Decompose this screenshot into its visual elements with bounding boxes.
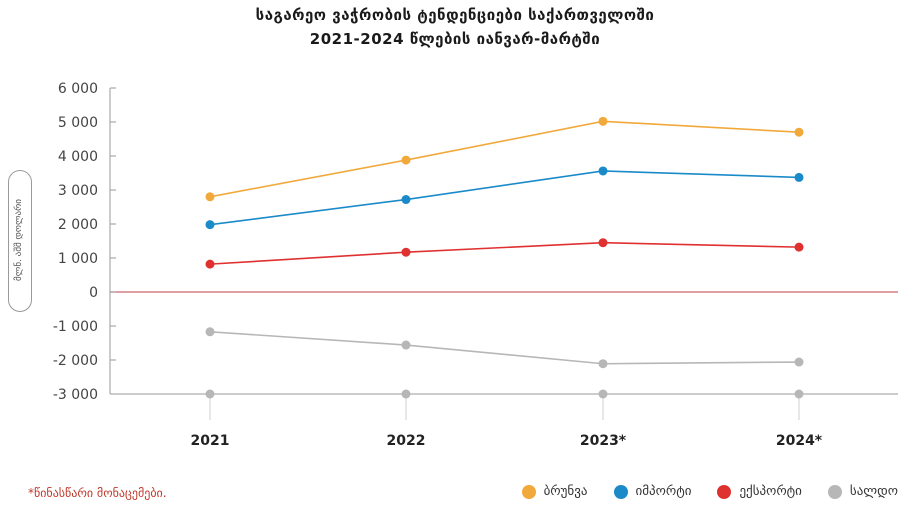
data-point-turnover <box>598 116 608 126</box>
series-line-import <box>209 170 800 226</box>
legend-item-import: იმპორტი <box>613 484 692 499</box>
x-tick-label: 2023* <box>580 433 627 449</box>
y-tick-label: 6 000 <box>58 81 98 97</box>
y-tick-label: -1 000 <box>53 319 98 335</box>
legend-swatch <box>717 484 732 499</box>
data-point-turnover <box>401 155 411 165</box>
legend-label: იმპორტი <box>635 484 692 499</box>
x-axis-marker <box>401 389 411 399</box>
data-point-import <box>794 172 804 182</box>
data-point-export <box>205 259 215 269</box>
data-point-export <box>401 247 411 257</box>
series-line-balance <box>209 330 800 365</box>
legend-item-balance: სალდო <box>827 484 898 499</box>
legend-swatch <box>827 484 842 499</box>
x-axis-marker <box>794 389 804 399</box>
legend-item-turnover: ბრუნვა <box>521 484 588 499</box>
legend-label: სალდო <box>849 484 898 499</box>
chart-title: საგარეო ვაჭრობის ტენდენციები საქართველოშ… <box>255 6 655 24</box>
axis-layer <box>109 87 898 420</box>
x-tick-label: 2022 <box>387 433 426 449</box>
data-point-balance <box>598 359 608 369</box>
y-tick-label: 1 000 <box>58 251 98 267</box>
legend-swatch <box>521 484 536 499</box>
x-axis-marker <box>205 389 215 399</box>
data-point-balance <box>794 357 804 367</box>
x-tick-label: 2024* <box>776 433 823 449</box>
legend-swatch <box>613 484 628 499</box>
unit-label-frame <box>8 170 32 312</box>
legend-item-export: ექსპორტი <box>717 484 802 499</box>
chart-subtitle: 2021-2024 წლების იანვარ-მარტში <box>309 30 601 48</box>
x-tick-label: 2021 <box>191 433 230 449</box>
data-point-import <box>205 220 215 230</box>
y-tick-label: -3 000 <box>53 387 98 403</box>
legend-label: ექსპორტი <box>739 484 802 499</box>
y-tick-label: 3 000 <box>58 183 98 199</box>
data-point-import <box>401 195 411 205</box>
data-point-export <box>598 238 608 248</box>
data-point-turnover <box>794 127 804 137</box>
x-axis-marker <box>598 389 608 399</box>
series-line-turnover <box>209 120 800 198</box>
data-point-balance <box>401 340 411 350</box>
series-line-export <box>209 241 800 265</box>
y-tick-label: 5 000 <box>58 115 98 131</box>
y-tick-label: 4 000 <box>58 149 98 165</box>
data-point-import <box>598 166 608 176</box>
y-tick-label: -2 000 <box>53 353 98 369</box>
data-point-export <box>794 242 804 252</box>
series-layer <box>205 116 804 369</box>
data-point-balance <box>205 327 215 337</box>
y-tick-label: 0 <box>89 285 98 301</box>
line-chart: 6 000 5 000 4 000 3 000 2 000 1 000 0 -1 000 -2 … <box>53 81 898 449</box>
footnote: *წინასწარი მონაცემები. <box>28 486 167 500</box>
tick-layer: 6 000 5 000 4 000 3 000 2 000 1 000 0 -1 000 -2 … <box>53 81 823 449</box>
legend: ბრუნვა იმპორტი ექსპორტი სალდო <box>521 484 898 499</box>
data-point-turnover <box>205 192 215 202</box>
y-tick-label: 2 000 <box>58 217 98 233</box>
legend-label: ბრუნვა <box>543 484 588 499</box>
